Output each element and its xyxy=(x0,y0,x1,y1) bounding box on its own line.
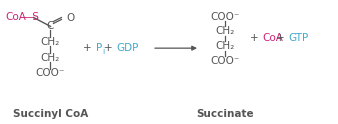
Text: GTP: GTP xyxy=(289,33,309,43)
Text: +: + xyxy=(276,33,285,43)
Text: +: + xyxy=(250,33,259,43)
Text: CH₂: CH₂ xyxy=(215,26,234,36)
Text: COO⁻: COO⁻ xyxy=(36,68,65,78)
Text: CH₂: CH₂ xyxy=(41,53,60,63)
Text: CH₂: CH₂ xyxy=(215,41,234,51)
Text: CH₂: CH₂ xyxy=(41,37,60,47)
Text: C: C xyxy=(47,21,54,31)
Text: COO⁻: COO⁻ xyxy=(210,56,239,66)
Text: Succinyl CoA: Succinyl CoA xyxy=(13,109,88,119)
Text: GDP: GDP xyxy=(116,43,139,53)
Text: Succinate: Succinate xyxy=(196,109,254,119)
Text: +: + xyxy=(83,43,92,53)
Text: +: + xyxy=(104,43,113,53)
Text: P: P xyxy=(96,43,102,53)
Text: CoA: CoA xyxy=(6,12,27,22)
Text: CoA: CoA xyxy=(263,33,284,43)
Text: —S: —S xyxy=(23,12,40,22)
Text: O: O xyxy=(67,13,75,22)
Text: COO⁻: COO⁻ xyxy=(210,12,239,22)
Text: i: i xyxy=(102,47,104,56)
